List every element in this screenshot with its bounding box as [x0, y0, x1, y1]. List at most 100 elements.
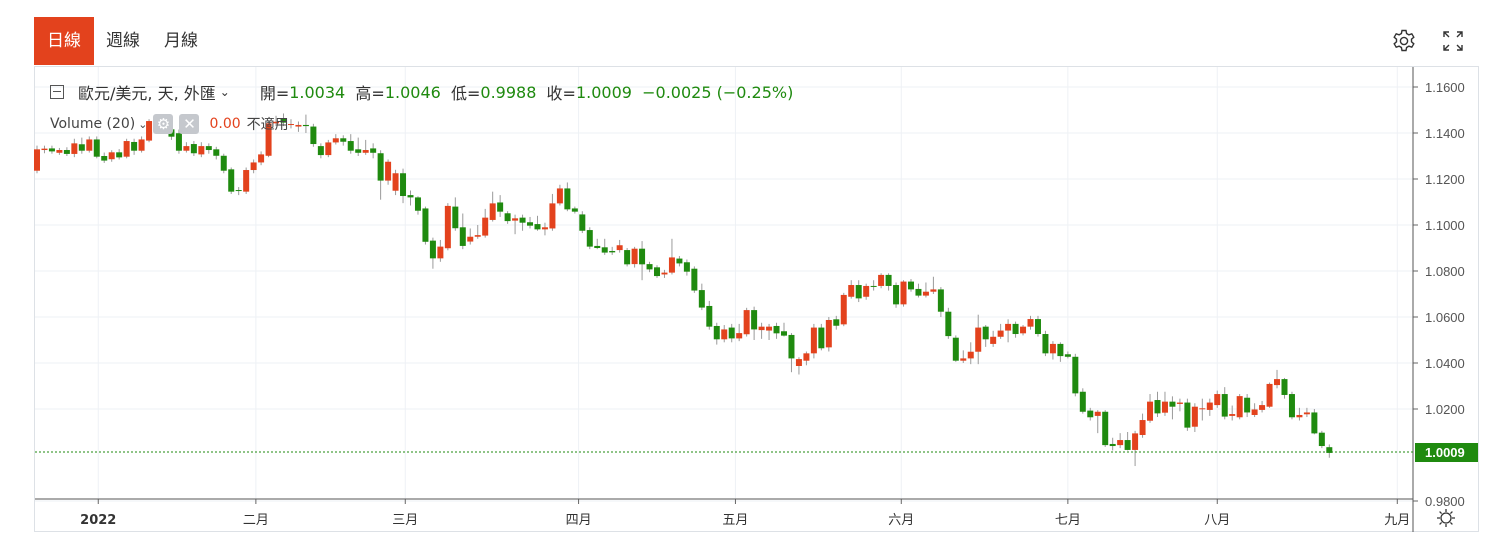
- candle[interactable]: [945, 307, 952, 339]
- candle[interactable]: [915, 283, 922, 298]
- candle[interactable]: [1251, 403, 1258, 418]
- candle[interactable]: [907, 279, 914, 292]
- candle[interactable]: [504, 211, 511, 224]
- candle[interactable]: [825, 317, 832, 352]
- candle[interactable]: [317, 143, 324, 159]
- candle[interactable]: [414, 196, 421, 215]
- candle[interactable]: [1296, 407, 1303, 421]
- candle[interactable]: [855, 280, 862, 303]
- candle[interactable]: [549, 193, 556, 231]
- candle[interactable]: [1012, 321, 1019, 338]
- candle[interactable]: [444, 203, 451, 251]
- candle[interactable]: [280, 113, 287, 127]
- candle[interactable]: [467, 228, 474, 245]
- volume-settings-icon[interactable]: ⚙: [153, 114, 174, 134]
- candle[interactable]: [392, 169, 399, 196]
- candle[interactable]: [1176, 398, 1183, 412]
- candle[interactable]: [1005, 319, 1012, 343]
- tab-weekly[interactable]: 週線: [106, 31, 140, 51]
- candle[interactable]: [975, 314, 982, 365]
- tab-monthly[interactable]: 月線: [164, 31, 198, 51]
- candle[interactable]: [609, 246, 616, 255]
- candle[interactable]: [362, 139, 369, 155]
- candle[interactable]: [1266, 382, 1273, 408]
- candle[interactable]: [706, 300, 713, 330]
- candle[interactable]: [78, 137, 85, 154]
- candle[interactable]: [235, 187, 242, 196]
- candle[interactable]: [1214, 390, 1221, 408]
- candle[interactable]: [183, 142, 190, 153]
- candle[interactable]: [788, 333, 795, 373]
- candle[interactable]: [1199, 398, 1206, 421]
- candle[interactable]: [878, 273, 885, 289]
- candle[interactable]: [123, 138, 130, 159]
- candle[interactable]: [474, 225, 481, 239]
- candle[interactable]: [683, 259, 690, 276]
- candle[interactable]: [833, 315, 840, 330]
- candle[interactable]: [952, 335, 959, 362]
- candle[interactable]: [594, 238, 601, 250]
- candle[interactable]: [250, 159, 257, 174]
- symbol-label[interactable]: 歐元/美元, 天, 外匯: [78, 84, 216, 103]
- candle[interactable]: [818, 323, 825, 351]
- candle[interactable]: [728, 323, 735, 343]
- candle[interactable]: [302, 114, 309, 133]
- candle[interactable]: [534, 215, 541, 231]
- candle[interactable]: [1079, 388, 1086, 414]
- expand-icon[interactable]: [1440, 28, 1466, 54]
- candle[interactable]: [616, 239, 623, 253]
- candle[interactable]: [624, 248, 631, 267]
- candle[interactable]: [541, 222, 548, 236]
- candle[interactable]: [661, 269, 668, 278]
- candle[interactable]: [586, 227, 593, 250]
- candle[interactable]: [332, 134, 339, 145]
- candle[interactable]: [967, 342, 974, 365]
- candle[interactable]: [1303, 407, 1310, 418]
- candle[interactable]: [370, 143, 377, 159]
- candle[interactable]: [1161, 391, 1168, 416]
- candle[interactable]: [736, 323, 743, 342]
- candle[interactable]: [885, 273, 892, 291]
- candle[interactable]: [1191, 403, 1198, 432]
- candle[interactable]: [1184, 398, 1191, 431]
- candle[interactable]: [1034, 315, 1041, 337]
- candle[interactable]: [220, 153, 227, 174]
- candle[interactable]: [56, 147, 63, 155]
- candle[interactable]: [1057, 342, 1064, 362]
- candle[interactable]: [1049, 341, 1056, 360]
- candle[interactable]: [400, 168, 407, 204]
- candle[interactable]: [937, 287, 944, 317]
- candle[interactable]: [1109, 437, 1116, 451]
- candle[interactable]: [1027, 315, 1034, 330]
- candle[interactable]: [1318, 430, 1325, 449]
- candle[interactable]: [803, 351, 810, 366]
- candle[interactable]: [1064, 351, 1071, 359]
- candle[interactable]: [347, 134, 354, 154]
- candle[interactable]: [190, 141, 197, 156]
- candle[interactable]: [654, 265, 661, 278]
- candle[interactable]: [579, 211, 586, 234]
- candle[interactable]: [840, 292, 847, 327]
- candle[interactable]: [265, 120, 272, 158]
- candle[interactable]: [795, 357, 802, 375]
- candle[interactable]: [101, 152, 108, 163]
- candle[interactable]: [1154, 391, 1161, 418]
- candle[interactable]: [930, 276, 937, 294]
- candle[interactable]: [108, 150, 115, 162]
- candle[interactable]: [258, 151, 265, 166]
- candle[interactable]: [1147, 394, 1154, 423]
- candle[interactable]: [1042, 330, 1049, 357]
- candle[interactable]: [1139, 413, 1146, 438]
- candle[interactable]: [781, 322, 787, 337]
- axis-settings-icon[interactable]: [1437, 509, 1455, 527]
- candle[interactable]: [1117, 433, 1124, 449]
- candle[interactable]: [1229, 405, 1236, 421]
- candle[interactable]: [1094, 410, 1101, 434]
- candle[interactable]: [1236, 394, 1243, 420]
- candle[interactable]: [773, 322, 780, 339]
- volume-close-icon[interactable]: ✕: [179, 114, 200, 134]
- candle[interactable]: [691, 266, 698, 293]
- candle[interactable]: [243, 167, 250, 194]
- candle[interactable]: [1072, 353, 1079, 397]
